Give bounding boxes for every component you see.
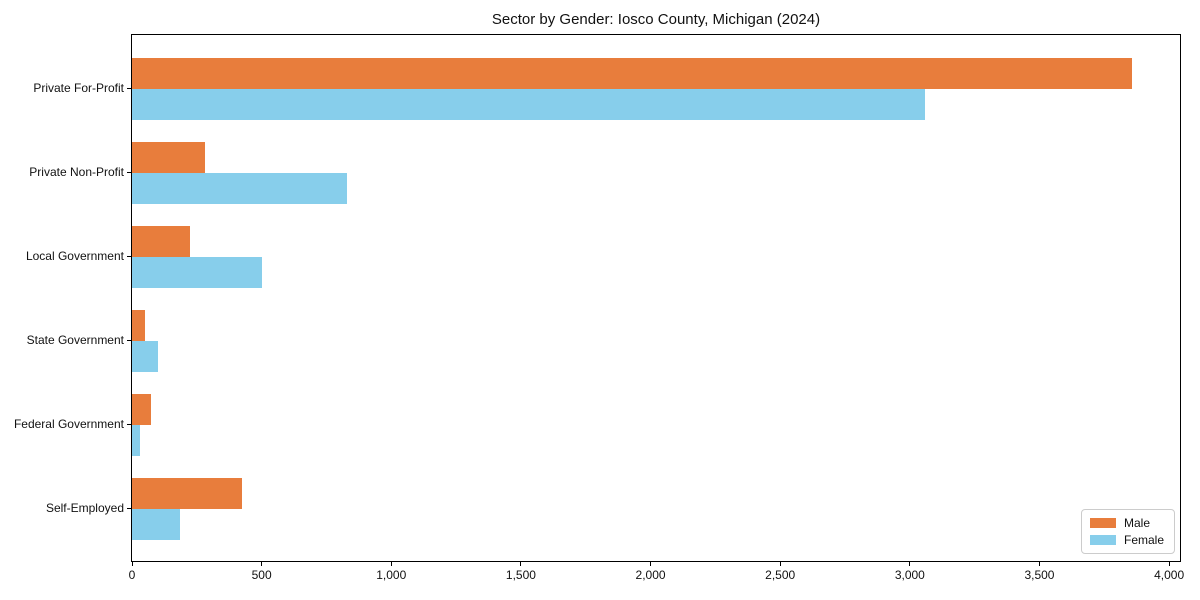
x-tick-label: 2,000	[635, 568, 666, 582]
x-tick-mark	[261, 562, 263, 566]
y-tick-label: Private For-Profit	[33, 80, 124, 95]
y-tick-mark	[127, 424, 131, 425]
y-tick-mark	[127, 340, 131, 341]
x-tick-mark	[1168, 562, 1170, 566]
x-tick-mark	[1038, 562, 1040, 566]
y-tick-mark	[127, 508, 131, 509]
y-tick-mark	[127, 256, 131, 257]
chart-title: Sector by Gender: Iosco County, Michigan…	[491, 11, 821, 28]
bar-female	[132, 172, 348, 204]
plot-area: Male Female 0 500 1,000 1,500 2,000 2,500 3,00…	[127, 34, 1184, 582]
y-tick-mark	[127, 172, 131, 173]
y-tick-label: Federal Government	[13, 416, 124, 431]
bar-male	[132, 477, 243, 509]
bar-male	[132, 141, 205, 173]
bar-male	[132, 309, 145, 341]
y-tick-mark	[127, 88, 131, 89]
bar-female	[132, 508, 180, 540]
x-tick-label: 1,500	[505, 568, 536, 582]
x-tick-mark	[520, 562, 522, 566]
x-tick-label: 3,500	[1024, 568, 1055, 582]
legend-swatch-male	[1089, 518, 1116, 528]
bar-female	[132, 256, 262, 288]
x-tick-mark	[650, 562, 652, 566]
x-tick-mark	[390, 562, 392, 566]
y-tick-label: Private Non-Profit	[29, 164, 124, 179]
legend-item-female: Female	[1089, 533, 1164, 547]
legend-swatch-female	[1089, 535, 1116, 545]
y-tick-label: Self-Employed	[45, 500, 124, 515]
y-axis-labels: Private For-Profit Private Non-Profit Loca…	[0, 34, 124, 562]
bar-male	[132, 225, 191, 257]
bar-female	[132, 340, 158, 372]
x-tick-mark	[909, 562, 911, 566]
x-tick-mark	[779, 562, 781, 566]
x-tick-label: 500	[251, 568, 272, 582]
legend-label-female: Female	[1123, 533, 1164, 547]
x-tick-label: 1,000	[376, 568, 407, 582]
bar-female	[132, 424, 140, 456]
x-tick-label: 4,000	[1154, 568, 1185, 582]
bar-male	[132, 57, 1132, 89]
bar-male	[132, 393, 152, 425]
x-tick-label: 2,500	[765, 568, 796, 582]
y-tick-label: Local Government	[25, 248, 124, 263]
legend-item-male: Male	[1089, 516, 1164, 530]
x-tick-label: 3,000	[894, 568, 925, 582]
x-tick-label: 0	[128, 568, 136, 582]
x-tick-mark	[131, 562, 133, 566]
y-tick-label: State Government	[26, 332, 124, 347]
bar-female	[132, 88, 926, 120]
legend-label-male: Male	[1123, 516, 1150, 530]
legend: Male Female	[1080, 509, 1175, 554]
